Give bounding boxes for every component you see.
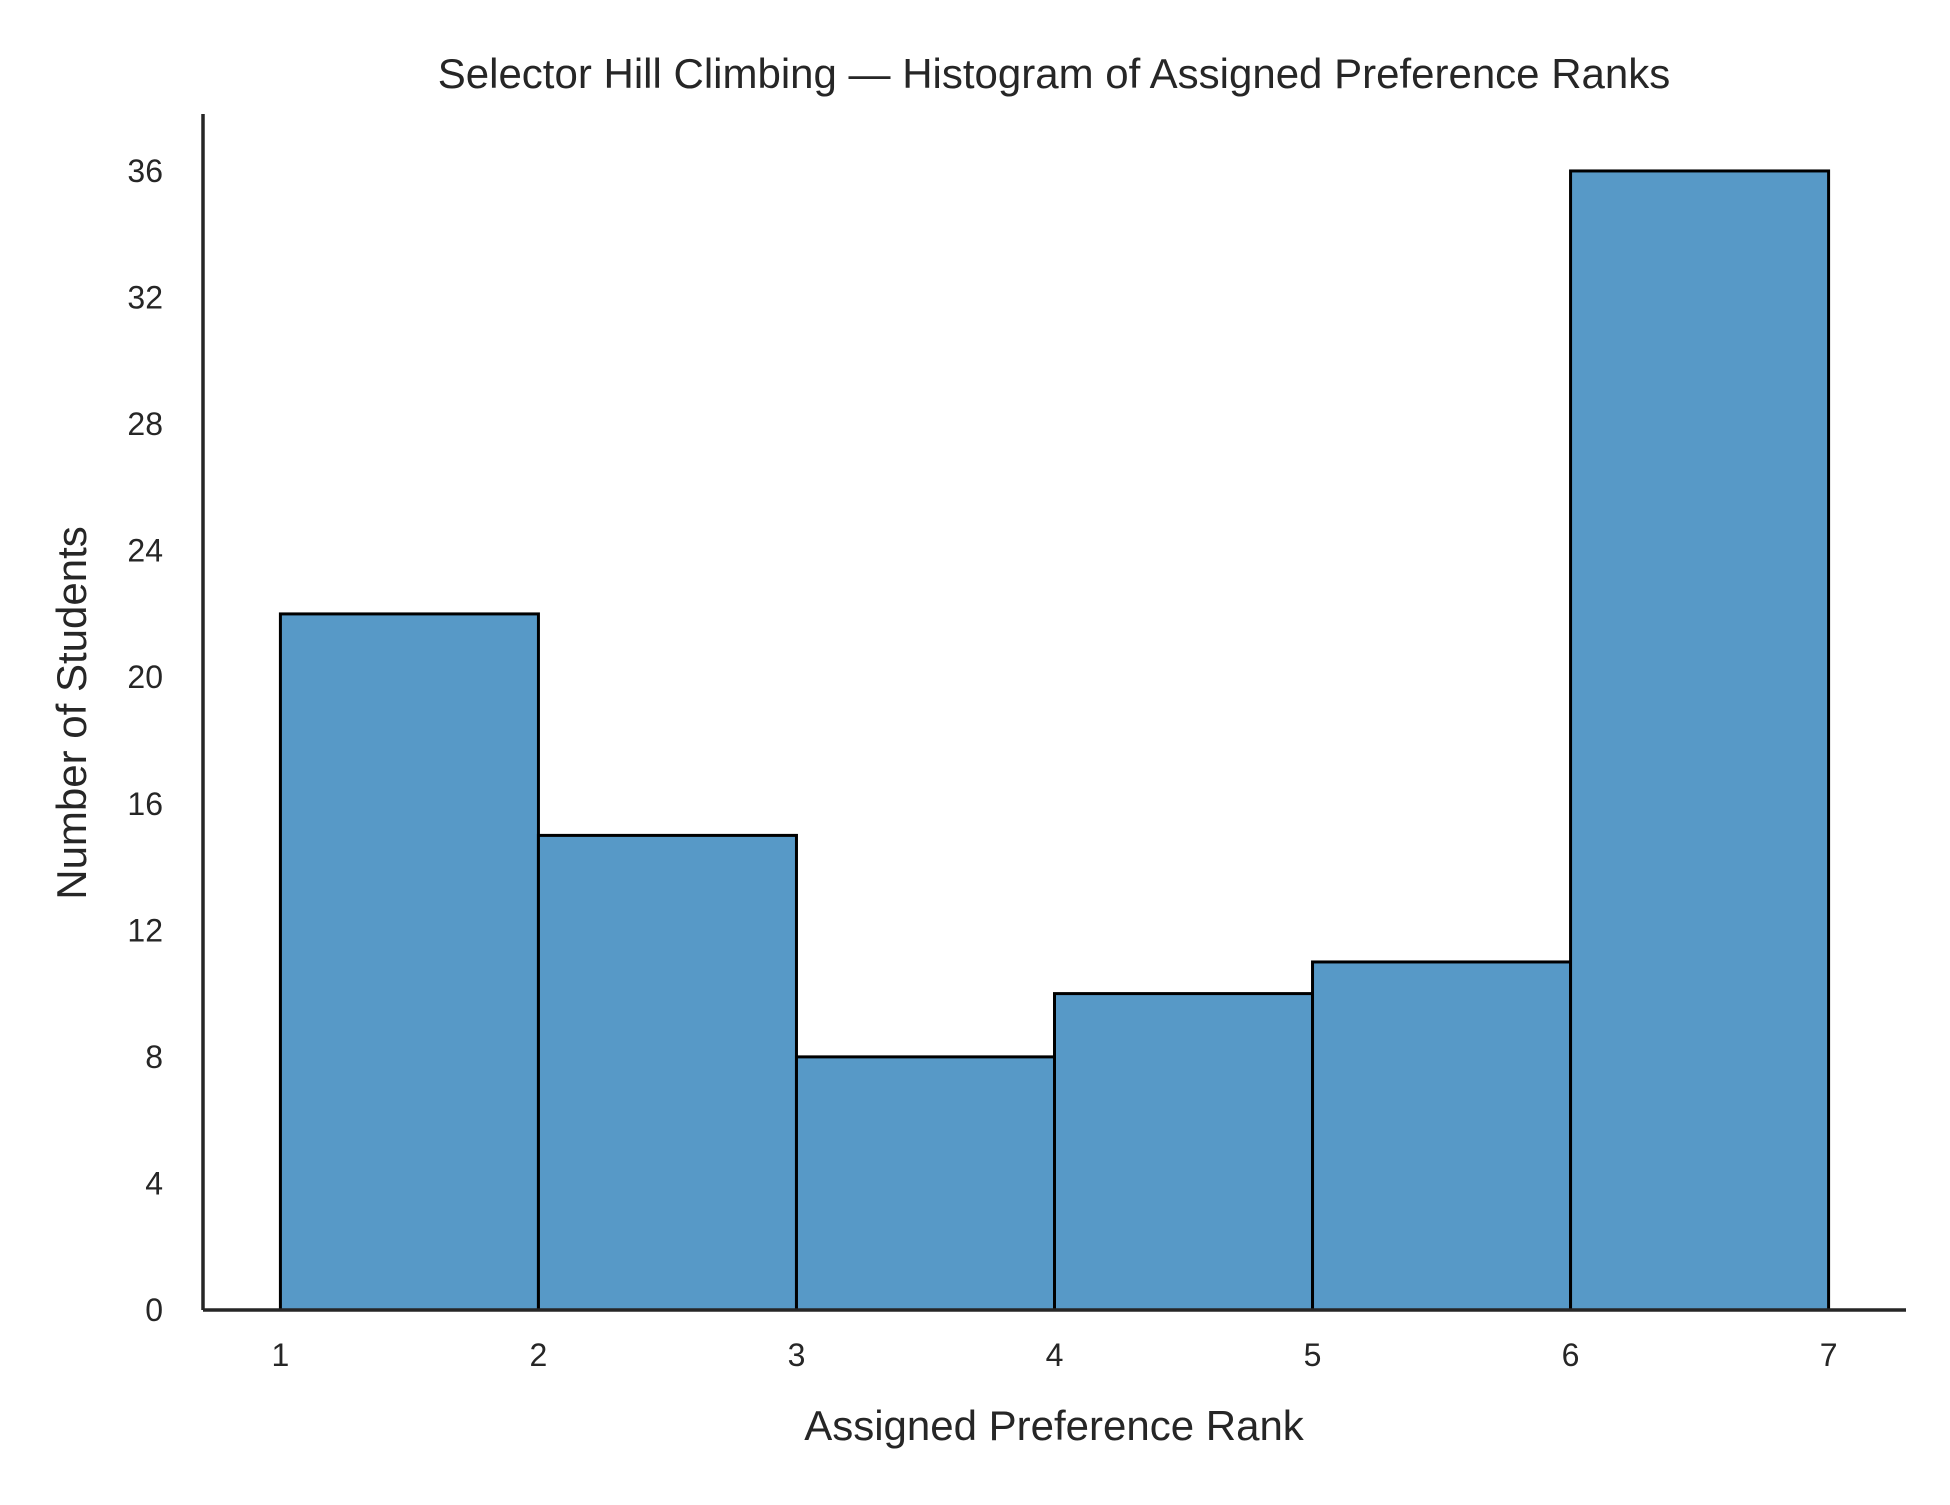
x-axis-label: Assigned Preference Rank [804,1402,1305,1449]
y-tick-label: 36 [127,153,163,189]
histogram-bar [1569,169,1831,1312]
y-tick-label: 20 [127,659,163,695]
histogram-bar [794,1055,1057,1312]
y-axis-label: Number of Students [48,526,95,900]
histogram-bar [278,612,540,1312]
chart-title: Selector Hill Climbing — Histogram of As… [438,50,1671,97]
axes-group [201,114,1906,1312]
histogram-bar [1053,992,1315,1312]
y-tick-label: 16 [127,786,163,822]
y-tick-label: 4 [145,1165,163,1201]
x-tick-label: 1 [272,1337,290,1373]
x-tick-label: 3 [788,1337,806,1373]
y-tick-label: 8 [145,1039,163,1075]
y-tick-label: 0 [145,1292,163,1328]
histogram-bar [1311,960,1573,1312]
x-tick-label: 2 [530,1337,548,1373]
y-ticks-group: 0 4 8 12 16 20 24 28 32 36 [127,153,163,1328]
x-ticks-group: 1 2 3 4 5 6 7 [272,1337,1838,1373]
bars-group [278,169,1831,1312]
y-tick-label: 12 [127,912,163,948]
histogram-bar [536,833,798,1312]
y-tick-label: 28 [127,406,163,442]
x-tick-label: 6 [1562,1337,1580,1373]
y-tick-label: 32 [127,280,163,316]
x-tick-label: 4 [1046,1337,1064,1373]
x-tick-label: 5 [1304,1337,1322,1373]
x-tick-label: 7 [1820,1337,1838,1373]
y-tick-label: 24 [127,533,163,569]
